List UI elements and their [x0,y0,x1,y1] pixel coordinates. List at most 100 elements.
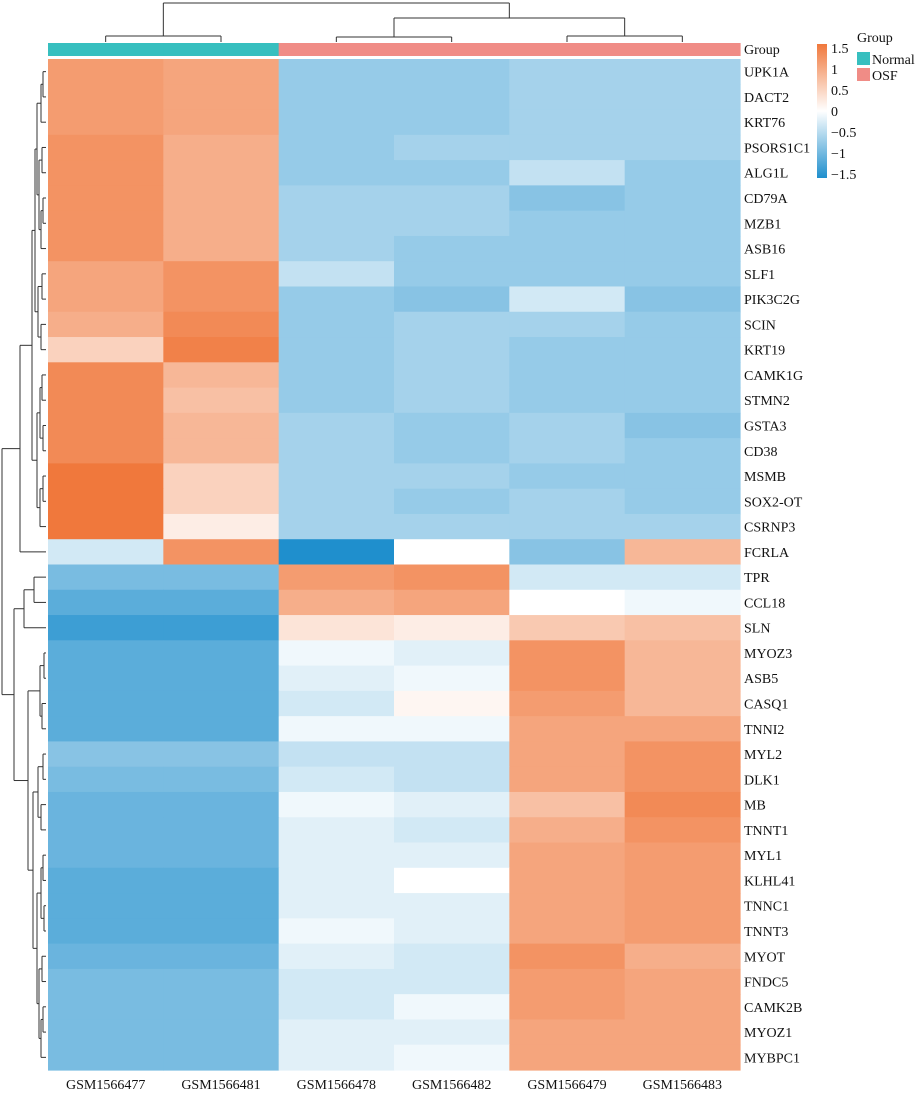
heatmap-cell [509,210,626,237]
row-label: DACT2 [744,91,789,106]
heatmap-cell [278,513,395,540]
heatmap-cell [509,968,626,995]
heatmap-cell [509,362,626,389]
heatmap-cell [624,791,741,818]
heatmap-cell [278,261,395,288]
heatmap-cell [624,513,741,540]
column-label: GSM1566483 [643,1078,722,1093]
heatmap-cell [48,741,164,768]
heatmap-cell [624,210,741,237]
heatmap-cell [624,665,741,692]
heatmap-cell [163,741,280,768]
heatmap-cell [394,943,510,970]
annotation-cell [624,43,741,56]
heatmap-cell [394,741,510,768]
heatmap-cell [624,261,741,288]
heatmap-cell [278,690,395,717]
row-label: MYL2 [744,748,782,763]
heatmap-cell [48,716,164,743]
heatmap-cell [624,893,741,919]
heatmap-cell [624,337,741,363]
heatmap-cell [509,412,626,439]
heatmap-cell [163,185,280,212]
column-label: GSM1566479 [527,1078,606,1093]
heatmap-cell [278,564,395,591]
heatmap-cell [278,893,395,919]
heatmap-cell [394,690,510,717]
heatmap-cell [624,994,741,1021]
heatmap-cell [394,564,510,591]
color-scale-legend: −1.5 −1 −0.5 0 0.5 1 1.5 [817,42,856,183]
heatmap-cell [278,438,395,465]
row-label: MYBPC1 [744,1051,800,1066]
heatmap-cell [48,1044,164,1071]
heatmap-cell [278,1019,395,1046]
heatmap-cell [163,84,280,111]
heatmap-cell [163,59,280,85]
heatmap-cell [163,791,280,818]
heatmap-cell [394,842,510,869]
heatmap-cell [624,1044,741,1071]
heatmap-cell [509,716,626,743]
heatmap-cell [394,488,510,515]
heatmap-cell [48,539,164,566]
heatmap-cell [163,160,280,186]
row-label: CAMK1G [744,369,803,384]
heatmap-cell [278,589,395,616]
heatmap-cell [163,261,280,288]
heatmap-cell [163,1044,280,1071]
heatmap-cell [278,994,395,1021]
heatmap-cell [163,387,280,414]
heatmap-cell [48,513,164,540]
heatmap-cell [278,488,395,515]
heatmap-cell [394,362,510,389]
heatmap-cell [509,59,626,85]
heatmap-cell [394,210,510,237]
heatmap-cell [163,994,280,1021]
heatmap-cell [163,589,280,616]
heatmap-cell [394,1044,510,1071]
heatmap-cell [278,109,395,136]
heatmap-cell [624,387,741,414]
heatmap-cell [163,564,280,591]
row-label: SLN [744,622,770,637]
heatmap-cell [509,994,626,1021]
row-label: MZB1 [744,217,781,232]
annotation-label: Group [744,43,780,58]
heatmap-cell [48,210,164,237]
heatmap-cell [394,640,510,667]
column-label: GSM1566478 [297,1078,376,1093]
heatmap-cell [624,84,741,111]
heatmap-cell [509,109,626,136]
heatmap-cell [48,665,164,692]
heatmap-cell [509,311,626,338]
heatmap-cell [509,261,626,288]
heatmap-cell [624,488,741,515]
heatmap-cell [48,261,164,288]
heatmap-cell [48,463,164,490]
heatmap-cell [163,817,280,844]
row-label: FNDC5 [744,976,788,991]
heatmap-cell [624,134,741,161]
heatmap-cell [394,261,510,288]
row-label: CASQ1 [744,698,788,713]
heatmap-cell [624,640,741,667]
heatmap-cell [278,160,395,186]
row-label: MYOT [744,950,786,965]
heatmap-cell [163,463,280,490]
heatmap-cell [394,665,510,692]
row-label: SOX2-OT [744,495,803,510]
heatmap-cell [394,59,510,85]
row-label: MSMB [744,470,786,485]
color-scale-tick-label: 1.5 [831,42,849,57]
annotation-cell [509,43,626,56]
heatmap-cell [624,438,741,465]
row-label: ASB5 [744,672,778,687]
heatmap-cell [394,235,510,262]
heatmap-cell [509,84,626,111]
heatmap-cell [278,968,395,995]
heatmap-cell [48,640,164,667]
row-label: TNNI2 [744,723,784,738]
